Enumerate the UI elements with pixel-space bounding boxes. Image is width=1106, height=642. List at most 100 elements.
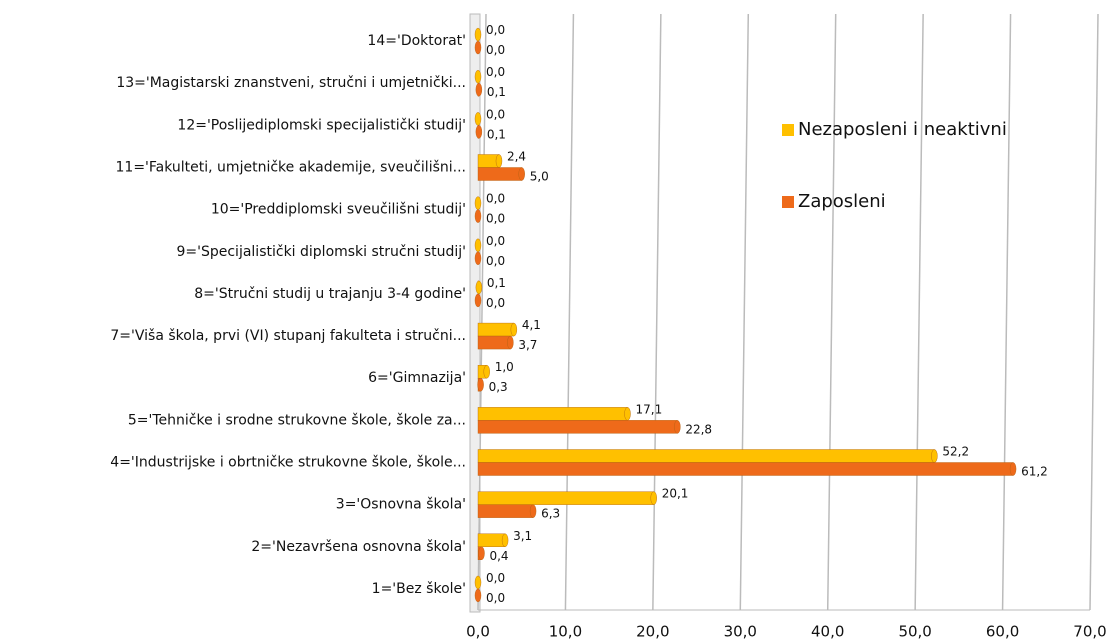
bar-cap bbox=[474, 575, 482, 590]
bar bbox=[477, 491, 654, 505]
bar bbox=[477, 449, 935, 463]
bar-cap bbox=[474, 27, 482, 42]
y-tick-label: 8='Stručni studij u trajanju 3-4 godine' bbox=[194, 286, 466, 302]
x-tick-label: 20,0 bbox=[636, 623, 669, 641]
data-label: 3,7 bbox=[518, 338, 537, 352]
bar-cap bbox=[510, 322, 518, 337]
grid-line bbox=[564, 13, 575, 611]
data-label: 0,0 bbox=[486, 296, 505, 310]
bar bbox=[477, 504, 534, 518]
bar bbox=[477, 167, 522, 181]
bar-cap bbox=[529, 504, 537, 518]
data-label: 0,0 bbox=[486, 65, 505, 79]
data-label: 52,2 bbox=[942, 445, 969, 459]
x-tick-label: 70,0 bbox=[1073, 623, 1106, 641]
bar-cap bbox=[674, 420, 681, 434]
grid-line bbox=[739, 13, 750, 611]
bar-cap bbox=[474, 293, 482, 308]
bar-cap bbox=[474, 209, 482, 223]
y-tick-label: 9='Specijalistički diplomski stručni stu… bbox=[176, 244, 466, 260]
bar-cap bbox=[474, 251, 482, 265]
bar-cap bbox=[1009, 462, 1017, 476]
data-label: 17,1 bbox=[636, 402, 663, 416]
bar-cap bbox=[495, 154, 503, 168]
y-tick-label: 11='Fakulteti, umjetničke akademije, sve… bbox=[116, 160, 467, 176]
x-tick-label: 30,0 bbox=[724, 623, 757, 641]
grid-line bbox=[652, 13, 662, 611]
bar-cap bbox=[518, 167, 525, 181]
data-label: 6,3 bbox=[541, 507, 560, 521]
bar-cap bbox=[474, 588, 482, 603]
data-label: 0,1 bbox=[487, 127, 506, 141]
data-label: 2,4 bbox=[507, 150, 526, 164]
data-label: 0,3 bbox=[489, 380, 508, 394]
bar bbox=[477, 407, 628, 421]
data-label: 0,1 bbox=[487, 85, 506, 99]
data-label: 3,1 bbox=[513, 529, 532, 543]
bar-cap bbox=[931, 449, 938, 463]
bar-cap bbox=[474, 40, 482, 55]
bar-cap bbox=[475, 280, 483, 295]
bar bbox=[477, 533, 506, 547]
y-tick-label: 1='Bez škole' bbox=[372, 581, 466, 597]
bar bbox=[477, 420, 678, 434]
bar-cap bbox=[501, 533, 509, 547]
y-tick-label: 7='Viša škola, prvi (VI) stupanj fakulte… bbox=[110, 328, 466, 344]
y-tick-label: 14='Doktorat' bbox=[367, 33, 466, 49]
bar bbox=[477, 335, 511, 350]
bar-cap bbox=[474, 112, 482, 126]
axis-wall bbox=[469, 13, 481, 613]
data-label: 22,8 bbox=[685, 422, 712, 436]
bar bbox=[477, 322, 515, 337]
bar-cap bbox=[475, 125, 483, 139]
x-tick-label: 40,0 bbox=[811, 623, 844, 641]
grid-line bbox=[914, 13, 924, 611]
data-label: 61,2 bbox=[1021, 465, 1048, 479]
data-label: 0,0 bbox=[486, 23, 505, 37]
bar-cap bbox=[478, 546, 485, 560]
bar-cap bbox=[475, 83, 483, 97]
grid-line bbox=[1001, 13, 1012, 611]
legend-label: Nezaposleni i neaktivni bbox=[798, 119, 1007, 140]
bar-cap bbox=[474, 70, 482, 84]
y-tick-label: 4='Industrijske i obrtničke strukovne šk… bbox=[110, 455, 466, 471]
data-label: 1,0 bbox=[495, 360, 514, 374]
data-label: 0,0 bbox=[486, 107, 505, 121]
grid-line bbox=[826, 13, 837, 611]
x-tick-label: 0,0 bbox=[466, 623, 490, 641]
y-tick-label: 13='Magistarski znanstveni, stručni i um… bbox=[116, 75, 466, 91]
bar-cap bbox=[474, 238, 482, 252]
y-tick-label: 12='Poslijediplomski specijalistički stu… bbox=[177, 117, 466, 133]
y-tick-label: 5='Tehničke i srodne strukovne škole, šk… bbox=[128, 412, 466, 428]
x-tick-label: 10,0 bbox=[549, 623, 582, 641]
x-tick-label: 60,0 bbox=[986, 623, 1019, 641]
bar-cap bbox=[477, 378, 484, 392]
bar-cap bbox=[624, 407, 631, 421]
legend-swatch bbox=[782, 196, 794, 208]
data-label: 0,0 bbox=[486, 254, 505, 268]
bar-cap bbox=[507, 335, 514, 350]
bar-cap bbox=[650, 491, 657, 505]
data-label: 0,0 bbox=[486, 212, 505, 226]
x-tick-label: 50,0 bbox=[898, 623, 931, 641]
bar-cap bbox=[474, 196, 482, 210]
legend-label: Zaposleni bbox=[798, 191, 886, 212]
y-tick-label: 3='Osnovna škola' bbox=[336, 497, 466, 513]
y-tick-label: 10='Preddiplomski sveučilišni studij' bbox=[211, 202, 466, 218]
bar bbox=[477, 462, 1014, 476]
data-label: 4,1 bbox=[522, 318, 541, 332]
data-label: 0,0 bbox=[486, 234, 505, 248]
data-label: 0,0 bbox=[486, 43, 505, 57]
y-tick-label: 6='Gimnazija' bbox=[368, 370, 466, 386]
legend-swatch bbox=[782, 124, 794, 136]
data-label: 0,0 bbox=[486, 591, 505, 605]
data-label: 0,0 bbox=[486, 192, 505, 206]
data-label: 0,0 bbox=[486, 571, 505, 585]
data-label: 20,1 bbox=[662, 487, 689, 501]
data-label: 5,0 bbox=[530, 170, 549, 184]
data-label: 0,1 bbox=[487, 276, 506, 290]
data-label: 0,4 bbox=[489, 549, 508, 563]
grid-line bbox=[1089, 13, 1099, 611]
bar-cap bbox=[483, 365, 490, 379]
